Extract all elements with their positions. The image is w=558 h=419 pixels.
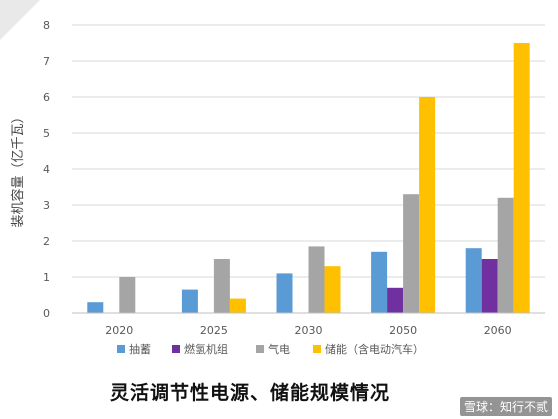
x-tick-label: 2050 <box>389 324 417 337</box>
y-tick-label: 7 <box>43 55 50 68</box>
legend-swatch <box>313 345 321 353</box>
x-tick-label: 2060 <box>484 324 512 337</box>
y-tick-label: 1 <box>43 271 50 284</box>
y-tick-label: 0 <box>43 307 50 320</box>
legend-label: 抽蓄 <box>129 342 151 356</box>
y-tick-label: 3 <box>43 199 50 212</box>
y-tick-label: 2 <box>43 235 50 248</box>
chart-caption: 灵活调节性电源、储能规模情况 <box>109 382 390 404</box>
legend-label: 气电 <box>268 342 290 356</box>
legend-swatch <box>256 345 264 353</box>
y-tick-label: 5 <box>43 127 50 140</box>
bar <box>481 259 498 313</box>
x-tick-label: 2030 <box>295 324 323 337</box>
bar <box>229 298 246 313</box>
bar <box>513 43 530 313</box>
bar <box>465 248 482 313</box>
y-tick-label: 4 <box>43 163 50 176</box>
bar <box>213 259 230 313</box>
bar <box>324 266 341 313</box>
bar <box>419 97 436 313</box>
legend-swatch <box>117 345 125 353</box>
bars <box>87 43 530 313</box>
y-tick-label: 8 <box>43 19 50 32</box>
corner-decoration <box>0 0 40 40</box>
bar <box>119 277 136 313</box>
y-axis-label: 装机容量（亿千瓦） <box>10 110 26 227</box>
legend-label: 储能（含电动汽车） <box>325 342 424 356</box>
x-axis-ticks: 2020 2025 2030 2050 2060 <box>105 324 511 337</box>
legend-swatch <box>172 345 180 353</box>
legend: 抽蓄 燃氢机组 气电 储能（含电动汽车） <box>117 342 424 356</box>
bar <box>403 194 420 313</box>
bar <box>276 273 293 313</box>
y-axis-ticks: 0 1 2 3 4 5 6 7 8 <box>43 19 50 320</box>
bar <box>87 302 104 313</box>
bar <box>371 251 388 313</box>
watermark: 雪球：知行不贰 <box>459 397 552 416</box>
bar <box>387 287 404 313</box>
x-tick-label: 2020 <box>105 324 133 337</box>
x-tick-label: 2025 <box>200 324 228 337</box>
legend-label: 燃氢机组 <box>184 342 228 356</box>
bar <box>497 197 514 313</box>
gridlines <box>72 24 545 278</box>
y-tick-label: 6 <box>43 91 50 104</box>
bar <box>181 289 198 313</box>
bar <box>308 246 325 313</box>
